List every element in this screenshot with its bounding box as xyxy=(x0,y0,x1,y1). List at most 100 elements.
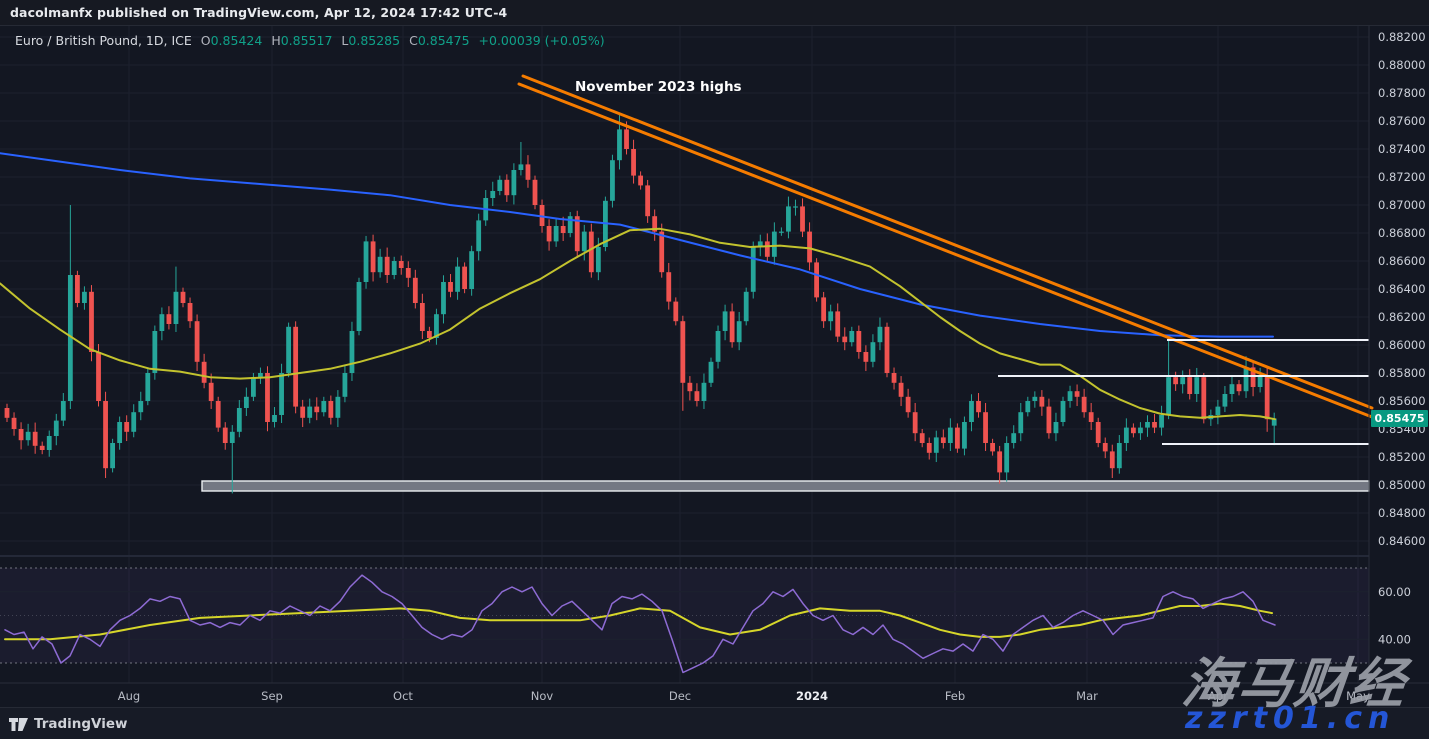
candle xyxy=(82,291,87,303)
candle xyxy=(617,129,622,161)
candle xyxy=(314,406,320,413)
price-tick-label[interactable]: 0.85200 xyxy=(1378,450,1426,464)
time-tick-label[interactable]: Mar xyxy=(1076,689,1098,703)
candle xyxy=(828,311,834,322)
price-tick-label[interactable]: 0.84600 xyxy=(1378,534,1426,548)
trendline-upper[interactable] xyxy=(521,74,1374,410)
price-tick-label[interactable]: 0.87200 xyxy=(1378,170,1426,184)
candle xyxy=(574,216,580,252)
candle xyxy=(863,352,869,362)
candle xyxy=(1067,391,1073,401)
candle xyxy=(1018,412,1024,434)
candle xyxy=(1257,375,1263,387)
candle xyxy=(335,396,341,418)
candle xyxy=(997,451,1003,473)
candle xyxy=(1180,377,1186,385)
price-tick-label[interactable]: 0.87600 xyxy=(1378,114,1426,128)
candle xyxy=(89,291,94,352)
trendline-lower[interactable] xyxy=(517,82,1374,419)
chart-annotation[interactable]: November 2023 highs xyxy=(575,79,742,95)
price-tick-label[interactable]: 0.87800 xyxy=(1378,86,1426,100)
candle xyxy=(1095,422,1101,443)
low-value: L0.85285 xyxy=(341,33,401,48)
candle xyxy=(328,401,334,418)
price-tick-label[interactable]: 0.88000 xyxy=(1378,58,1426,72)
candle xyxy=(1159,415,1164,428)
candle xyxy=(969,401,974,422)
symbol-title: Euro / British Pound, 1D, ICE xyxy=(15,33,192,48)
tradingview-brand-label: TradingView xyxy=(34,716,128,732)
candle xyxy=(25,431,31,441)
candle xyxy=(419,303,425,331)
candle xyxy=(32,431,38,446)
price-tick-label[interactable]: 0.87000 xyxy=(1378,198,1426,212)
candle xyxy=(265,373,270,422)
price-tick-label[interactable]: 0.86200 xyxy=(1378,310,1426,324)
candle xyxy=(243,396,249,408)
candle xyxy=(272,415,277,422)
horizontal-levels xyxy=(998,339,1369,445)
candle xyxy=(610,160,615,201)
price-tick-label[interactable]: 0.84800 xyxy=(1378,506,1426,520)
time-tick-label[interactable]: Aug xyxy=(118,689,140,703)
candle xyxy=(391,261,397,275)
time-tick-label[interactable]: Feb xyxy=(945,689,965,703)
candle xyxy=(1187,377,1193,394)
candle xyxy=(462,266,467,289)
candle xyxy=(1025,401,1031,413)
candle xyxy=(18,429,24,441)
candle xyxy=(448,282,453,292)
high-value: H0.85517 xyxy=(271,33,333,48)
candle xyxy=(870,342,876,362)
rsi-tick-label[interactable]: 60.00 xyxy=(1378,585,1411,599)
change-value: +0.00039 (+0.05%) xyxy=(478,33,605,48)
candle xyxy=(286,326,291,373)
price-tick-label[interactable]: 0.86400 xyxy=(1378,282,1426,296)
price-tick-label[interactable]: 0.86000 xyxy=(1378,338,1426,352)
candle xyxy=(201,361,207,383)
price-tick-label[interactable]: 0.87400 xyxy=(1378,142,1426,156)
candle xyxy=(814,262,819,298)
candle xyxy=(1138,427,1143,434)
time-tick-label[interactable]: 2024 xyxy=(796,689,828,703)
price-tick-label[interactable]: 0.86800 xyxy=(1378,226,1426,240)
candle xyxy=(1250,367,1256,387)
candle xyxy=(793,206,798,208)
tradingview-brand[interactable]: TradingView xyxy=(9,716,128,732)
time-tick-label[interactable]: Nov xyxy=(531,689,554,703)
candle xyxy=(96,352,101,401)
time-tick-label[interactable]: Sep xyxy=(261,689,283,703)
candle xyxy=(11,417,17,429)
candle xyxy=(983,412,988,443)
candle xyxy=(947,427,953,443)
candle xyxy=(553,226,559,242)
rsi-tick-label[interactable]: 40.00 xyxy=(1378,632,1411,646)
rsi-lines xyxy=(4,574,1276,674)
candle xyxy=(877,326,883,343)
symbol-legend[interactable]: Euro / British Pound, 1D, ICE O0.85424 H… xyxy=(15,33,605,48)
price-tick-label[interactable]: 0.85000 xyxy=(1378,478,1426,492)
candle xyxy=(1236,384,1242,392)
candle xyxy=(279,373,284,415)
support-zone-rect[interactable] xyxy=(201,480,1370,492)
candle xyxy=(976,401,981,413)
candle xyxy=(384,256,390,275)
candle xyxy=(891,373,897,383)
time-tick-label[interactable]: May xyxy=(1346,689,1370,703)
candle xyxy=(159,314,165,331)
time-tick-label[interactable]: Dec xyxy=(669,689,691,703)
candle xyxy=(511,170,517,196)
footer-bar: TradingView xyxy=(0,707,1429,739)
price-tick-label[interactable]: 0.88200 xyxy=(1378,30,1426,44)
time-tick-label[interactable]: Oct xyxy=(393,689,413,703)
candle xyxy=(293,326,299,407)
candle xyxy=(736,321,742,343)
price-tick-label[interactable]: 0.86600 xyxy=(1378,254,1426,268)
candle xyxy=(75,275,80,303)
price-tick-label[interactable]: 0.85800 xyxy=(1378,366,1426,380)
price-tick-label[interactable]: 0.85600 xyxy=(1378,394,1426,408)
candle xyxy=(321,401,327,413)
candle xyxy=(786,206,791,232)
time-tick-label[interactable]: Apr xyxy=(1208,689,1228,703)
